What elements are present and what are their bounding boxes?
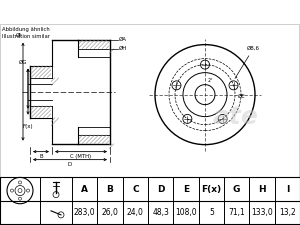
Text: C (MTH): C (MTH) [70,154,92,159]
Text: 24,0: 24,0 [127,208,144,217]
Text: 13,2: 13,2 [279,208,296,217]
Text: 2°: 2° [208,78,214,83]
Text: Abbildung ähnlich
Illustration similar: Abbildung ähnlich Illustration similar [2,27,50,39]
Text: 108,0: 108,0 [175,208,197,217]
Text: ate: ate [213,105,259,129]
Text: A: A [81,185,88,194]
Text: 426121: 426121 [200,5,256,18]
Text: ØA: ØA [119,37,127,42]
Text: 24.0126-0121.1: 24.0126-0121.1 [50,5,166,18]
Text: D: D [157,185,164,194]
Text: F(x): F(x) [23,124,33,129]
Text: 133,0: 133,0 [251,208,273,217]
Text: B: B [106,185,113,194]
Text: 71,1: 71,1 [228,208,245,217]
Text: H: H [258,185,266,194]
Text: B: B [39,154,43,159]
Text: G: G [233,185,240,194]
Text: ØE: ØE [238,94,246,99]
Text: 48,3: 48,3 [152,208,169,217]
Text: Ø8,6: Ø8,6 [235,46,260,79]
Text: D: D [68,162,72,167]
Text: F(x): F(x) [201,185,221,194]
Text: ØI: ØI [16,33,22,38]
Text: ØH: ØH [119,46,128,51]
Text: 283,0: 283,0 [74,208,95,217]
Text: I: I [286,185,289,194]
Text: E: E [183,185,189,194]
Text: 26,0: 26,0 [102,208,118,217]
Text: ØG: ØG [19,60,27,65]
Text: C: C [132,185,139,194]
Text: 5: 5 [209,208,214,217]
